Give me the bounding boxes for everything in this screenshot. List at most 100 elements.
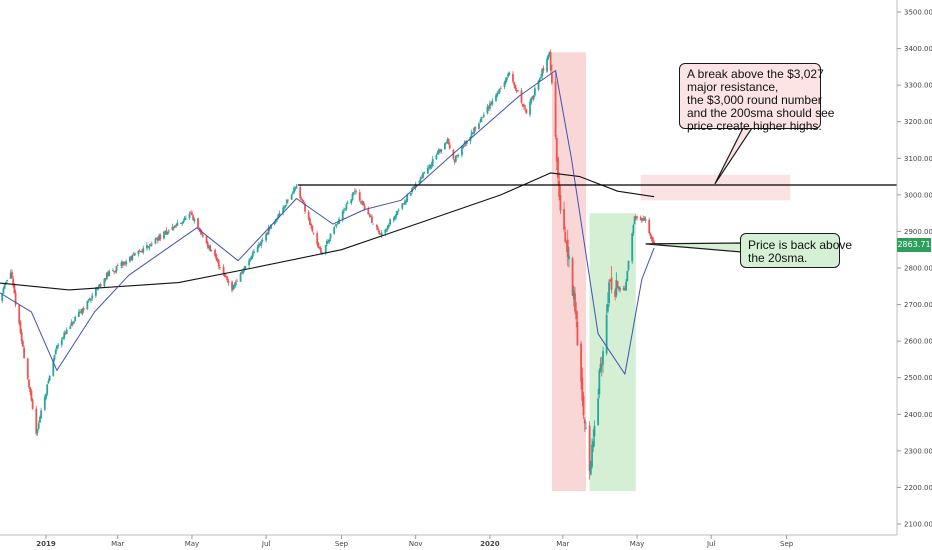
candle-body-2019-08-09 (312, 232, 315, 234)
candle-body-2019-06-27 (260, 241, 263, 246)
candle-body-2019-02-08 (91, 295, 94, 299)
candle-body-2019-10-07 (384, 229, 387, 234)
candle-body-2019-03-28 (149, 244, 152, 247)
candle-body-2019-05-01 (191, 212, 193, 215)
candle-body-2020-04-07 (606, 303, 609, 312)
candle-body-2019-09-05 (345, 204, 348, 210)
candle-body-2020-01-06 (495, 95, 497, 101)
candle-body-2019-09-10 (351, 193, 354, 201)
candle-body-2019-02-25 (111, 270, 114, 272)
candle-body-2020-01-07 (496, 93, 499, 97)
candle-body-2019-08-27 (334, 225, 337, 227)
candle-body-2018-12-24 (35, 408, 38, 434)
candle-body-2019-10-09 (386, 225, 389, 230)
candle-body-2019-03-15 (133, 253, 136, 256)
candle-body-2019-07-16 (283, 206, 286, 208)
candle-body-2019-11-14 (430, 164, 433, 167)
x-tick-label-7: Mar (556, 540, 569, 548)
candle-body-2019-07-15 (282, 207, 285, 213)
y-tick-label-10: 2500.00 (904, 374, 932, 382)
candle-body-2019-12-30 (486, 106, 489, 114)
candle-body-2019-07-26 (295, 186, 298, 189)
candle-body-2019-11-26 (445, 142, 448, 144)
candle-body-2019-02-14 (98, 284, 101, 287)
candle-body-2019-02-27 (114, 271, 117, 273)
sma200-line (0, 172, 655, 291)
candle-body-2020-04-13 (614, 290, 617, 297)
candle-body-2020-03-25 (591, 444, 593, 467)
candle-body-2019-08-08 (311, 225, 314, 232)
sma20-callout-line-1: Price is back above (748, 238, 853, 252)
candle-body-2019-10-18 (397, 209, 400, 211)
candle-body-2019-02-07 (90, 299, 92, 301)
candle-body-2019-10-10 (388, 224, 390, 227)
x-tick-label-6: 2020 (480, 540, 500, 548)
candle-body-2018-12-07 (14, 292, 17, 305)
candle-body-2020-03-24 (589, 462, 592, 475)
candle-body-2019-03-07 (124, 262, 126, 264)
candle-body-2019-11-05 (419, 177, 422, 182)
candle-body-2020-03-16 (580, 343, 582, 382)
candle-body-2018-12-11 (19, 322, 22, 333)
candle-body-2020-01-17 (508, 73, 511, 75)
resistance-callout-line-3: the $3,000 round number (687, 93, 822, 107)
candle-body-2018-12-05 (12, 278, 15, 286)
candle-body-2019-03-01 (116, 265, 119, 266)
candle-body-2019-09-11 (352, 192, 355, 194)
x-tick-label-4: Sep (335, 540, 349, 548)
candle-body-2019-01-31 (81, 308, 84, 314)
candle-body-2020-05-01 (636, 216, 638, 219)
candle-body-2020-02-24 (554, 81, 557, 137)
candle-body-2019-01-22 (70, 322, 73, 326)
candle-body-2019-05-27 (222, 266, 225, 274)
candle-body-2019-04-09 (164, 231, 167, 233)
candle-body-2019-01-02 (46, 384, 49, 395)
candle-body-2019-07-25 (294, 188, 297, 190)
candle-body-2020-02-25 (555, 138, 558, 162)
candle-body-2020-05-04 (639, 217, 642, 221)
candle-body-2019-07-29 (299, 187, 302, 199)
resistance-callout-line-5: price create higher highs. (687, 119, 822, 133)
candle-body-2019-02-26 (113, 271, 116, 273)
candle-body-2020-01-09 (498, 89, 501, 93)
candle-body-2020-01-24 (516, 90, 519, 92)
candle-body-2019-01-15 (62, 337, 64, 340)
candle-body-2019-03-08 (125, 261, 128, 265)
candle-body-2019-02-28 (115, 266, 118, 272)
candle-body-2018-12-14 (23, 347, 26, 359)
candle-body-2019-11-01 (414, 184, 417, 188)
candle-body-2019-10-04 (380, 232, 383, 236)
candle-body-2019-06-14 (244, 266, 247, 269)
candle-body-2019-06-24 (256, 247, 259, 253)
candle-body-2019-03-13 (131, 255, 134, 260)
candle-body-2020-02-13 (541, 69, 544, 77)
candle-body-2019-11-15 (431, 158, 434, 166)
candle-body-2019-03-11 (129, 257, 131, 262)
candle-body-2019-01-14 (60, 339, 63, 345)
candle-body-2020-02-27 (558, 180, 561, 197)
candle-body-2019-07-18 (285, 200, 288, 204)
candle-body-2019-11-12 (428, 166, 430, 169)
candle-body-2019-12-20 (474, 126, 477, 130)
zones-layer (551, 52, 791, 492)
y-tick-label-11: 2400.00 (904, 411, 932, 419)
candle-body-2019-09-06 (346, 202, 349, 204)
candle-body-2019-05-22 (216, 258, 219, 262)
candle-body-2019-09-16 (358, 192, 361, 201)
candle-body-2020-01-16 (507, 73, 510, 77)
candle-body-2020-02-07 (533, 88, 536, 96)
x-tick-label-10: Sep (780, 540, 794, 548)
candle-body-2020-04-03 (602, 351, 604, 365)
resistance-callout-line-1: A break above the $3,027 (687, 67, 824, 81)
candle-body-2018-12-18 (28, 379, 30, 388)
candle-body-2019-03-19 (138, 251, 141, 253)
candle-body-2020-02-28 (559, 195, 562, 211)
candle-body-2019-05-24 (219, 267, 221, 268)
candle-body-2019-01-17 (64, 332, 67, 334)
candle-body-2020-02-05 (531, 96, 534, 99)
candle-body-2019-07-01 (265, 233, 268, 241)
candle-body-2019-11-20 (437, 149, 440, 153)
candle-body-2019-04-10 (165, 230, 168, 235)
y-tick-label-1: 3400.00 (904, 45, 932, 53)
